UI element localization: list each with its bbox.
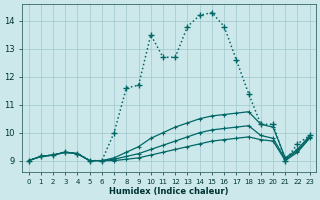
X-axis label: Humidex (Indice chaleur): Humidex (Indice chaleur): [109, 187, 229, 196]
